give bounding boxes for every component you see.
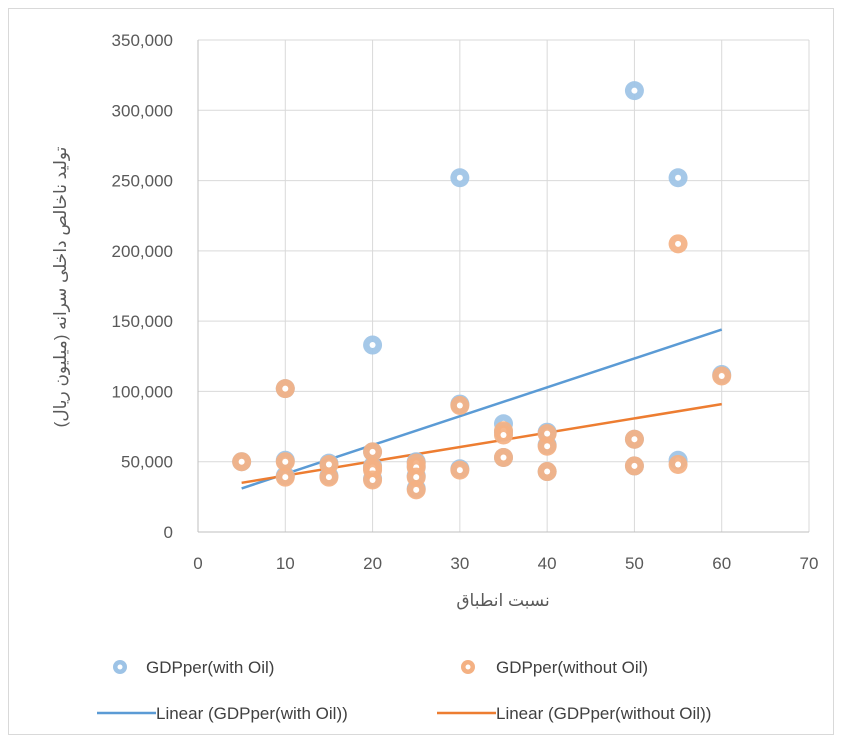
chart-frame bbox=[8, 8, 834, 735]
marker-center bbox=[675, 240, 682, 247]
marker-center bbox=[544, 443, 551, 450]
data-point-without-oil bbox=[363, 470, 383, 490]
marker-center bbox=[456, 402, 463, 409]
legend-item-linear-without-oil: Linear (GDPper(without Oil)) bbox=[437, 704, 711, 723]
y-tick-label: 100,000 bbox=[112, 382, 173, 401]
data-point-without-oil bbox=[275, 452, 295, 472]
legend-item-with-oil: GDPper(with Oil) bbox=[113, 658, 274, 677]
marker-center bbox=[631, 462, 638, 469]
data-point-without-oil bbox=[624, 456, 644, 476]
trendline bbox=[241, 328, 723, 490]
marker-center bbox=[544, 430, 551, 437]
y-tick-label: 200,000 bbox=[112, 242, 173, 261]
marker-center bbox=[369, 448, 376, 455]
x-tick-label: 10 bbox=[276, 554, 295, 573]
x-tick-label: 50 bbox=[625, 554, 644, 573]
y-tick-label: 300,000 bbox=[112, 101, 173, 120]
data-point-without-oil bbox=[494, 425, 513, 445]
marker-center bbox=[413, 474, 420, 481]
y-tick-label: 350,000 bbox=[112, 31, 173, 50]
marker-center bbox=[631, 87, 638, 94]
marker-center bbox=[325, 461, 332, 468]
data-point-without-oil bbox=[275, 379, 295, 399]
legend-label-with-oil: GDPper(with Oil) bbox=[146, 658, 274, 677]
marker-center bbox=[413, 486, 420, 493]
data-point-without-oil bbox=[450, 395, 470, 415]
data-point-with-oil bbox=[668, 168, 688, 188]
y-tick-label: 0 bbox=[164, 523, 173, 542]
legend-label-linear-with-oil: Linear (GDPper(with Oil)) bbox=[156, 704, 348, 723]
data-point-without-oil bbox=[712, 366, 732, 386]
marker-center bbox=[282, 385, 289, 392]
gridlines bbox=[198, 39, 810, 532]
marker-center bbox=[282, 474, 289, 481]
legend-marker-center bbox=[465, 664, 471, 670]
data-point-without-oil bbox=[232, 452, 252, 472]
marker-center bbox=[500, 432, 507, 439]
data-point-without-oil bbox=[319, 467, 339, 487]
data-point-without-oil bbox=[406, 480, 426, 500]
y-axis-title: تولید ناخالص داخلی سرانه (میلیون ریال) bbox=[51, 146, 70, 427]
x-tick-label: 70 bbox=[800, 554, 819, 573]
legend-item-without-oil: GDPper(without Oil) bbox=[461, 658, 648, 677]
data-point-with-oil bbox=[450, 168, 470, 188]
trendlines bbox=[241, 328, 723, 490]
marker-center bbox=[718, 372, 725, 379]
legend-label-linear-without-oil: Linear (GDPper(without Oil)) bbox=[496, 704, 711, 723]
data-point-with-oil bbox=[363, 335, 383, 355]
data-point-without-oil bbox=[450, 460, 470, 480]
data-point-without-oil bbox=[668, 234, 688, 254]
data-point-without-oil bbox=[275, 467, 295, 487]
data-point-with-oil bbox=[624, 81, 644, 101]
data-points bbox=[232, 81, 732, 500]
data-point-without-oil bbox=[494, 447, 513, 467]
data-point-without-oil bbox=[624, 429, 644, 449]
data-point-without-oil bbox=[537, 436, 557, 456]
x-tick-label: 40 bbox=[538, 554, 557, 573]
legend-marker-center bbox=[117, 664, 123, 670]
marker-center bbox=[631, 436, 638, 443]
marker-center bbox=[325, 474, 332, 481]
legend: GDPper(with Oil) GDPper(without Oil) Lin… bbox=[97, 658, 711, 723]
legend-item-linear-with-oil: Linear (GDPper(with Oil)) bbox=[97, 704, 348, 723]
trendline bbox=[241, 402, 722, 485]
marker-center bbox=[500, 454, 507, 461]
data-point-without-oil bbox=[668, 455, 688, 475]
data-point-without-oil bbox=[537, 462, 557, 482]
axes bbox=[197, 40, 809, 533]
marker-center bbox=[456, 467, 463, 474]
legend-label-without-oil: GDPper(without Oil) bbox=[496, 658, 648, 677]
x-tick-label: 60 bbox=[712, 554, 731, 573]
marker-center bbox=[544, 468, 551, 475]
x-axis-title: نسبت انطباق bbox=[456, 591, 549, 610]
marker-center bbox=[675, 461, 682, 468]
x-tick-label: 0 bbox=[193, 554, 202, 573]
x-tick-label: 30 bbox=[450, 554, 469, 573]
marker-center bbox=[238, 458, 245, 465]
y-tick-label: 150,000 bbox=[112, 312, 173, 331]
x-tick-label: 20 bbox=[363, 554, 382, 573]
marker-center bbox=[369, 342, 376, 349]
marker-center bbox=[456, 174, 463, 181]
data-point-without-oil bbox=[363, 442, 383, 462]
tick-labels: 0 50,000 100,000 150,000 200,000 250,000 300,0… bbox=[112, 31, 819, 573]
y-tick-label: 50,000 bbox=[121, 453, 173, 472]
marker-center bbox=[369, 476, 376, 483]
y-tick-label: 250,000 bbox=[112, 172, 173, 191]
marker-center bbox=[675, 174, 682, 181]
marker-center bbox=[282, 458, 289, 465]
